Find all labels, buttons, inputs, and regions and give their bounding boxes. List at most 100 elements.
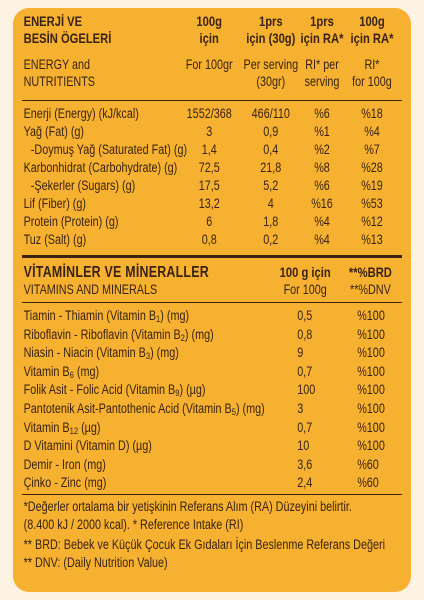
ri-per-100g: %53 <box>361 196 383 211</box>
vitamin-label-unit: (µg) <box>78 419 101 435</box>
vitamin-row-folic-acid: Folik Asit - Folic Acid (Vitamin B9) (µg… <box>22 381 402 400</box>
vitamin-label: D Vitamini (Vitamin D) (µg) <box>23 438 152 454</box>
reference-header-dnv: **%DNV <box>349 282 391 297</box>
vitamin-subscript: 5 <box>231 406 236 418</box>
vitamin-row-pantothenic-acid: Pantotenik Asit-Pantothenic Acid (Vitami… <box>22 400 402 419</box>
ri-per-serving: %6 <box>314 106 330 121</box>
value-per-serving: 1,8 <box>263 214 279 229</box>
nutrient-label: Lif (Fiber) (g) <box>23 196 87 211</box>
amount-column-header: 100 g için For 100g <box>276 264 334 298</box>
vitamin-row-riboflavin: Riboflavin - Riboflavin (Vitamin B2) (mg… <box>22 326 402 345</box>
vitamin-subscript: 2 <box>180 332 185 344</box>
vitamin-label: Vitamin B12 (µg) <box>22 419 297 438</box>
value-per-serving: 0,4 <box>263 142 279 157</box>
vitamin-label: Pantotenik Asit-Pantothenic Acid (Vitami… <box>22 400 297 419</box>
vitamin-label-text: Pantotenik Asit-Pantothenic Acid (Vitami… <box>23 400 232 416</box>
footnote-reference-intake-tr: *Değerler ortalama bir yetişkinin Refera… <box>23 499 352 514</box>
nutrient-label: Yağ (Fat) (g) <box>23 124 85 139</box>
amount-per-100g: 3 <box>297 400 304 416</box>
reference-percent: %100 <box>357 326 385 342</box>
vitamin-label-text: Vitamin B <box>23 363 70 379</box>
amount-per-100g: 3,6 <box>297 456 313 472</box>
ri-serving-header-en-line1: RI* per <box>305 57 339 72</box>
vitamin-label-text: Niasin - Niacin (Vitamin B <box>23 345 146 361</box>
vitamin-label-text: Vitamin B <box>23 419 70 435</box>
nutrient-label: Karbonhidrat (Carbohydrate) (g) <box>23 160 178 175</box>
header-divider <box>22 100 402 101</box>
reference-percent: %100 <box>357 382 385 398</box>
ri-serving-header-en-line2: serving <box>304 74 340 89</box>
ri-per-serving: %6 <box>314 178 330 193</box>
header-label-tr-line2: BESİN ÖGELERİ <box>23 30 112 46</box>
ri-per-100g: %4 <box>364 124 380 139</box>
ri-per-100g: %7 <box>364 142 380 157</box>
value-per-serving: 466/110 <box>251 106 290 121</box>
header-label-tr-line1: ENERJİ VE <box>23 13 83 29</box>
reference-header-brd: **%BRD <box>348 264 392 280</box>
value-per-serving: 0,9 <box>263 124 279 139</box>
value-per-100g: 72,5 <box>198 160 220 175</box>
per-100g-header-en-line1: For 100gr <box>185 57 233 72</box>
amount-per-100g: 0,7 <box>297 363 313 379</box>
mineral-row-zinc: Çinko - Zinc (mg) 2,4 %60 <box>22 474 402 493</box>
nutrient-label: -Doymuş Yağ (Saturated Fat) (g) <box>30 142 188 157</box>
value-per-serving: 5,2 <box>263 178 279 193</box>
reference-percent: %100 <box>357 345 385 361</box>
vitamin-subscript: 3 <box>145 351 151 363</box>
header-label-en-line2: NUTRITIENTS <box>23 74 96 89</box>
amount-per-100g: 100 <box>297 382 316 398</box>
per-100g-column-header: 100g için For 100gr <box>179 13 240 90</box>
footnote-reference-intake-en: (8.400 kJ / 2000 kcal). * Reference Inta… <box>23 517 244 532</box>
nutrition-table: Enerji (Energy) (kJ/kcal) 1552/368 466/1… <box>22 105 402 249</box>
value-per-100g: 17,5 <box>198 178 220 193</box>
footnote-dnv: ** DNV: (Daily Nutrition Value) <box>23 555 168 570</box>
nutrient-label: -Şekerler (Sugars) (g) <box>30 178 136 193</box>
mineral-label: Çinko - Zinc (mg) <box>23 475 107 491</box>
ri-100g-header-en-line1: RI* <box>364 57 380 72</box>
per-serving-header-en-line2: (30gr) <box>256 74 286 89</box>
amount-per-100g: 10 <box>297 438 310 454</box>
amount-per-100g: 0,8 <box>297 326 313 342</box>
ri-100g-header-tr-line1: 100g <box>359 13 385 29</box>
nutrition-label-panel: ENERJİ VE BESİN ÖGELERİ ENERGY and NUTRI… <box>13 8 411 592</box>
nutrient-column-header: ENERJİ VE BESİN ÖGELERİ ENERGY and NUTRI… <box>22 13 179 90</box>
vitamin-row-vitamin-d: D Vitamini (Vitamin D) (µg) 10 %100 <box>22 437 402 456</box>
vitamin-label-unit: (mg) <box>73 363 100 379</box>
reference-column-header: **%BRD **%DNV <box>342 264 399 298</box>
nutrient-row-saturated-fat: -Doymuş Yağ (Saturated Fat) (g) 1,4 0,4 … <box>22 141 402 159</box>
vitamin-label-unit: ) (mg) <box>184 326 214 342</box>
ri-per-100g: %18 <box>361 106 383 121</box>
value-per-serving: 21,8 <box>260 160 282 175</box>
amount-per-100g: 0,7 <box>297 419 313 435</box>
amount-header-tr: 100 g için <box>279 264 331 280</box>
ri-per-serving-column-header: 1prs için RA* RI* per serving <box>301 13 344 90</box>
header-label-en-line1: ENERGY and <box>23 57 91 72</box>
amount-per-100g: 9 <box>297 345 304 361</box>
vitamin-subscript: 6 <box>69 369 74 381</box>
nutrient-row-carbohydrate: Karbonhidrat (Carbohydrate) (g) 72,5 21,… <box>22 159 402 177</box>
vitamin-label: Niasin - Niacin (Vitamin B3) (mg) <box>22 344 297 363</box>
vitamin-label-unit: ) (mg) <box>160 308 190 323</box>
vitamin-label: Tiamin - Thiamin (Vitamin B1) (mg) <box>22 307 297 326</box>
footnote-brd: ** BRD: Bebek ve Küçük Çocuk Ek Gıdaları… <box>23 537 385 552</box>
value-per-100g: 1552/368 <box>186 106 232 121</box>
ri-per-serving: %4 <box>314 232 330 247</box>
vitamins-header-divider <box>22 302 402 303</box>
vitamin-label-unit: ) (mg) <box>235 400 265 416</box>
ri-per-100g: %13 <box>361 232 383 247</box>
nutrient-row-fat: Yağ (Fat) (g) 3 0,9 %1 %4 <box>22 123 402 141</box>
reference-percent: %100 <box>357 308 385 323</box>
vitamin-label: Folik Asit - Folic Acid (Vitamin B9) (µg… <box>22 381 297 400</box>
value-per-serving: 0,2 <box>263 232 279 247</box>
vitamin-label: Riboflavin - Riboflavin (Vitamin B2) (mg… <box>22 326 297 345</box>
section-divider <box>22 255 402 258</box>
ri-per-serving: %4 <box>314 214 330 229</box>
vitamins-title: VİTAMİNLER VE MİNERALLER <box>23 264 209 281</box>
mineral-label: Demir - Iron (mg) <box>23 456 106 472</box>
vitamin-row-b6: Vitamin B6 (mg) 0,7 %100 <box>22 363 402 382</box>
vitamin-row-thiamin: Tiamin - Thiamin (Vitamin B1) (mg) 0,5 %… <box>22 307 402 326</box>
ri-100g-header-tr-line2: için RA* <box>350 30 394 46</box>
nutrient-row-fiber: Lif (Fiber) (g) 13,2 4 %16 %53 <box>22 195 402 213</box>
footnotes-divider <box>22 494 402 495</box>
amount-header-en: For 100g <box>283 282 327 297</box>
